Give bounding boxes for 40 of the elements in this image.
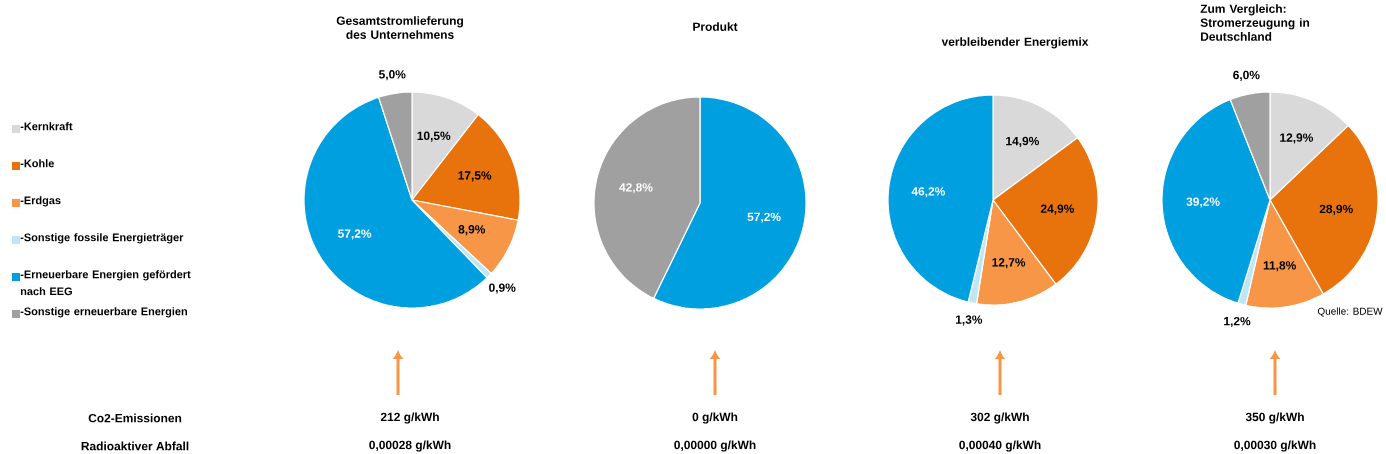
chart-title: Produkt xyxy=(693,22,738,31)
data-label: 10,5% xyxy=(417,131,451,142)
legend-label: -Sonstige erneuerbare Energien xyxy=(20,307,187,318)
chart-title: Gesamtstromlieferung des Unternehmens xyxy=(336,16,463,39)
data-label: 8,9% xyxy=(458,225,486,236)
text: 0,00040 g/kWh xyxy=(959,440,1041,452)
data-label: 57,2% xyxy=(338,229,372,240)
chart-title: verbleibender Energiemix xyxy=(941,37,1089,49)
text: 0,00000 g/kWh xyxy=(674,440,756,452)
text: 0,00028 g/kWh xyxy=(369,440,451,452)
data-label: 24,9% xyxy=(1040,204,1075,215)
chart-title: Zum Vergleich: Stromerzeugung in Deutschland xyxy=(1200,4,1310,41)
legend-label: -Erneuerbare Energien gefördert nach EEG xyxy=(20,270,191,296)
legend-label: -Kohle xyxy=(20,159,54,168)
data-label: 14,9% xyxy=(1006,136,1040,147)
text: 212 g/kWh xyxy=(380,412,439,424)
data-label: 42,8% xyxy=(619,183,653,194)
data-label: 12,7% xyxy=(992,258,1026,269)
text: Co2-Emissionen xyxy=(88,413,182,423)
data-label: 11,8% xyxy=(1263,261,1296,272)
text: 0 g/kWh xyxy=(692,412,738,424)
data-label: 12,9% xyxy=(1280,133,1314,144)
legend-label: -Sonstige fossile Energieträger xyxy=(20,233,184,244)
data-label: 5,0% xyxy=(378,70,406,81)
data-label: 1,3% xyxy=(955,315,983,326)
data-label: 1,2% xyxy=(1224,316,1251,328)
source-note: Quelle: BDEW xyxy=(1317,307,1383,317)
data-label: 6,0% xyxy=(1233,70,1260,81)
legend-label: -Erdgas xyxy=(20,196,61,207)
data-label: 17,5% xyxy=(458,171,492,182)
data-label: 0,9% xyxy=(489,283,516,294)
text: 350 g/kWh xyxy=(1245,412,1304,424)
text: Radioaktiver Abfall xyxy=(81,441,189,451)
text: 302 g/kWh xyxy=(970,412,1029,424)
data-label: 46,2% xyxy=(911,187,945,198)
data-label: 57,2% xyxy=(747,212,781,223)
data-label: 39,2% xyxy=(1186,197,1220,208)
text: 0,00030 g/kWh xyxy=(1234,440,1316,452)
data-label: 28,9% xyxy=(1319,204,1353,215)
legend-label: -Kernkraft xyxy=(20,122,73,131)
